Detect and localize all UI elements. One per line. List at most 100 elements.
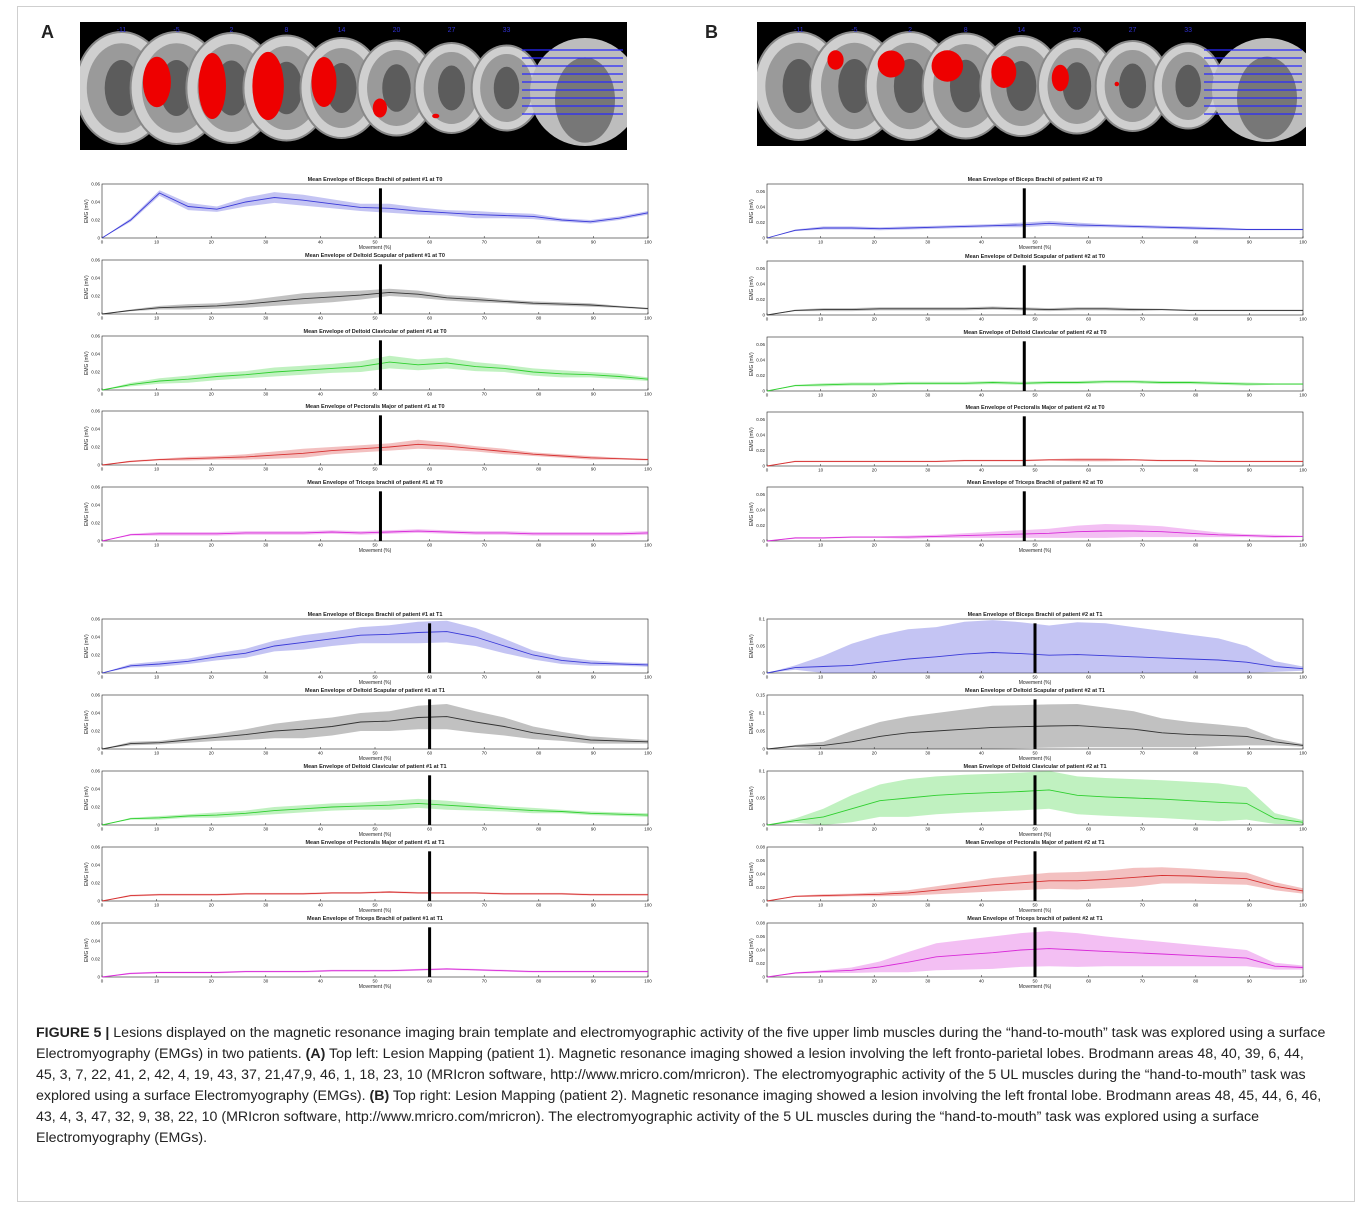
plot-title: Mean Envelope of Pectoralis Major of pat… — [965, 405, 1105, 411]
sd-band — [102, 798, 648, 825]
caption-figure-label: FIGURE 5 | — [36, 1025, 110, 1041]
plot-svg: 0 10 20 30 40 50 60 70 80 90 100 0 0.02 0.04 0.06 — [91, 409, 652, 472]
x-axis-label: Movement (%) — [358, 832, 392, 838]
plot-frame — [101, 922, 649, 978]
x-tick-label: 50 — [372, 316, 378, 321]
plot-title: Mean Envelope of Triceps Brachii of pati… — [306, 916, 443, 922]
caption-a-label: (A) — [305, 1046, 326, 1062]
x-tick-label: 50 — [372, 675, 378, 680]
y-tick-label: 0.04 — [91, 352, 100, 357]
x-tick-label: 100 — [644, 467, 652, 472]
mri-slices-a: -11 -5 2 8 14 20 27 33 — [74, 27, 640, 146]
x-tick-label: 0 — [766, 979, 769, 984]
x-tick-label: 50 — [1032, 903, 1038, 908]
mean-envelope-line — [766, 530, 1303, 542]
x-tick-label: 20 — [209, 903, 215, 908]
y-tick-label: 0.1 — [759, 711, 766, 716]
y-tick-label: 0.02 — [91, 805, 100, 810]
x-tick-label: 40 — [318, 979, 324, 984]
x-tick-label: 50 — [1032, 468, 1038, 473]
panel-label-a: A — [41, 22, 54, 42]
y-tick-label: 0.04 — [91, 787, 100, 792]
x-tick-label: 20 — [209, 316, 215, 321]
y-tick-label: 0.1 — [759, 617, 766, 622]
x-tick-label: 30 — [263, 316, 269, 321]
x-tick-label: 70 — [1140, 317, 1146, 322]
y-axis-label: EMG (mV) — [749, 938, 755, 962]
x-tick-label: 100 — [1299, 903, 1307, 908]
x-tick-label: 100 — [644, 543, 652, 548]
mri-slice-label: 8 — [285, 27, 289, 34]
x-tick-label: 40 — [318, 827, 324, 832]
y-tick-label: 0 — [762, 539, 765, 544]
mri-sagittal — [522, 38, 640, 146]
x-tick-label: 0 — [101, 979, 104, 984]
x-tick-label: 90 — [1247, 903, 1253, 908]
x-tick-label: 10 — [818, 903, 824, 908]
sd-band — [102, 288, 648, 314]
x-tick-label: 100 — [644, 979, 652, 984]
y-tick-label: 0 — [762, 389, 765, 394]
x-tick-label: 40 — [979, 751, 985, 756]
y-tick-label: 0.05 — [756, 644, 765, 649]
emg-plot: Mean Envelope of Deltoid Clavicular of p… — [749, 764, 1307, 838]
mri-slice: 14 — [979, 27, 1064, 137]
x-tick-label: 90 — [591, 827, 597, 832]
y-tick-label: 0.02 — [91, 729, 100, 734]
y-tick-label: 0.04 — [756, 872, 765, 877]
mean-envelope-line — [766, 222, 1303, 239]
y-axis-label: EMG (mV) — [749, 502, 755, 526]
x-tick-label: 50 — [372, 240, 378, 245]
plot-title: Mean Envelope of Deltoid Clavicular of p… — [963, 330, 1107, 336]
y-tick-label: 0.04 — [756, 205, 765, 210]
y-tick-label: 0.04 — [91, 503, 100, 508]
x-axis-label: Movement (%) — [358, 908, 392, 914]
sd-band — [102, 439, 648, 465]
x-tick-label: 0 — [101, 751, 104, 756]
y-tick-label: 0 — [762, 899, 765, 904]
plot-title: Mean Envelope of Biceps Brachii of patie… — [307, 177, 443, 183]
x-tick-label: 100 — [644, 903, 652, 908]
mri-lesion-map-b: -11 -5 2 8 14 20 27 33 — [753, 22, 1322, 146]
plot-frame — [766, 411, 1304, 467]
x-axis-label: Movement (%) — [358, 756, 392, 762]
plot-frame — [766, 486, 1304, 542]
x-tick-label: 20 — [872, 240, 878, 245]
x-tick-label: 20 — [209, 240, 215, 245]
x-tick-label: 80 — [1193, 751, 1199, 756]
x-tick-label: 90 — [1247, 827, 1253, 832]
y-tick-label: 0.06 — [91, 182, 100, 187]
y-axis-label: EMG (mV) — [749, 276, 755, 300]
y-axis-label: EMG (mV) — [84, 862, 90, 886]
x-tick-label: 70 — [482, 392, 488, 397]
x-tick-label: 100 — [644, 316, 652, 321]
y-tick-label: 0.06 — [91, 485, 100, 490]
x-tick-label: 70 — [1140, 675, 1146, 680]
mri-slice-label: 8 — [964, 27, 968, 34]
x-tick-label: 60 — [427, 392, 433, 397]
plot-title: Mean Envelope of Deltoid Scapular of pat… — [305, 688, 445, 694]
y-tick-label: 0.04 — [91, 200, 100, 205]
y-tick-label: 0.08 — [756, 845, 765, 850]
plot-svg: 0 10 20 30 40 50 60 70 80 90 100 0 0.02 0.04 0.06 — [91, 845, 652, 908]
emg-plot: Mean Envelope of Biceps Brachii of patie… — [749, 177, 1307, 251]
x-tick-label: 60 — [427, 316, 433, 321]
x-tick-label: 90 — [1247, 468, 1253, 473]
y-tick-label: 0.04 — [756, 358, 765, 363]
caption-b-text: Top right: Lesion Mapping (patient 2). M… — [36, 1088, 1322, 1146]
mri-slice-label: 14 — [338, 27, 346, 34]
x-tick-label: 60 — [1086, 903, 1092, 908]
x-tick-label: 10 — [154, 392, 160, 397]
x-tick-label: 0 — [101, 467, 104, 472]
y-tick-label: 0.04 — [91, 711, 100, 716]
y-tick-label: 0 — [97, 823, 100, 828]
x-tick-label: 100 — [1299, 675, 1307, 680]
x-tick-label: 20 — [209, 827, 215, 832]
y-tick-label: 0.02 — [756, 961, 765, 966]
x-tick-label: 70 — [482, 827, 488, 832]
x-tick-label: 80 — [1193, 240, 1199, 245]
emg-plot: Mean Envelope of Triceps brachii of pati… — [749, 916, 1307, 990]
x-tick-label: 40 — [979, 393, 985, 398]
x-tick-label: 90 — [1247, 979, 1253, 984]
x-tick-label: 60 — [427, 903, 433, 908]
